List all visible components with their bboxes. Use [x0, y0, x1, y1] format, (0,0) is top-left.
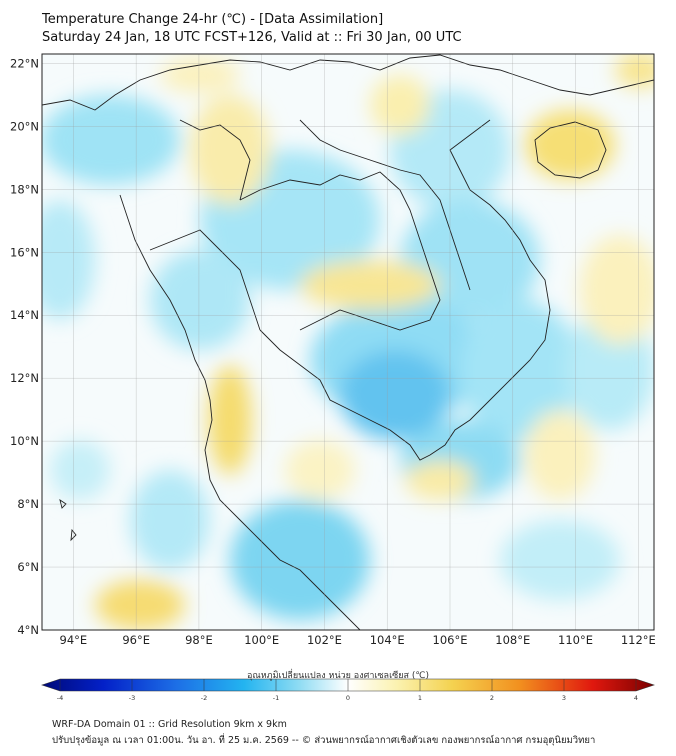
coastlines — [42, 54, 654, 630]
lat-tick-label: 18°N — [10, 182, 39, 196]
lat-tick-label: 8°N — [17, 497, 39, 511]
colorbar-tick-label: -1 — [273, 694, 279, 702]
colorbar-tick-labels: -4 -3 -2 -1 0 1 2 3 4 — [57, 694, 638, 702]
lat-tick-label: 22°N — [10, 56, 39, 70]
lon-tick-label: 102°E — [307, 633, 342, 647]
lat-tick-label: 6°N — [17, 560, 39, 574]
colorbar-tick-label: 2 — [490, 694, 494, 702]
lat-tick-label: 4°N — [17, 623, 39, 637]
lat-tick-label: 20°N — [10, 119, 39, 133]
lon-tick-label: 110°E — [558, 633, 593, 647]
lon-tick-label: 96°E — [122, 633, 150, 647]
graticule — [42, 54, 654, 631]
colorbar-tick-label: 3 — [562, 694, 566, 702]
colorbar-tick-label: -4 — [57, 694, 63, 702]
map-frame — [41, 53, 655, 631]
lon-tick-label: 94°E — [60, 633, 88, 647]
lat-tick-label: 16°N — [10, 245, 39, 259]
map-title: Temperature Change 24-hr (℃) - [Data Ass… — [42, 12, 384, 27]
footer-model-info: WRF-DA Domain 01 :: Grid Resolution 9km … — [52, 719, 287, 730]
lon-tick-label: 100°E — [244, 633, 279, 647]
footer-update-info: ปรับปรุงข้อมูล ณ เวลา 01:00น. วัน อา. ที… — [52, 735, 596, 746]
colorbar: -4 -3 -2 -1 0 1 2 3 4 — [41, 678, 655, 702]
lat-tick-label: 14°N — [10, 308, 39, 322]
longitude-axis: 94°E 96°E 98°E 100°E 102°E 104°E 106°E 1… — [60, 633, 656, 647]
colorbar-tick-label: -2 — [201, 694, 207, 702]
lon-tick-label: 108°E — [495, 633, 530, 647]
lon-tick-label: 98°E — [185, 633, 213, 647]
lon-tick-label: 112°E — [621, 633, 656, 647]
temperature-field — [42, 54, 654, 630]
map-subtitle: Saturday 24 Jan, 18 UTC FCST+126, Valid … — [42, 30, 462, 45]
colorbar-tick-label: -3 — [129, 694, 135, 702]
lat-tick-label: 10°N — [10, 434, 39, 448]
colorbar-tick-label: 1 — [418, 694, 422, 702]
colorbar-tick-label: 0 — [346, 694, 350, 702]
latitude-axis: 4°N 6°N 8°N 10°N 12°N 14°N 16°N 18°N 20°… — [10, 56, 39, 637]
colorbar-ticks — [59, 679, 637, 691]
lat-tick-label: 12°N — [10, 371, 39, 385]
lon-tick-label: 106°E — [433, 633, 468, 647]
colorbar-label: อุณหภูมิเปลี่ยนแปลง หน่วย องศาเซลเซียส (… — [246, 671, 430, 681]
lon-tick-label: 104°E — [370, 633, 405, 647]
colorbar-tick-label: 4 — [634, 694, 638, 702]
